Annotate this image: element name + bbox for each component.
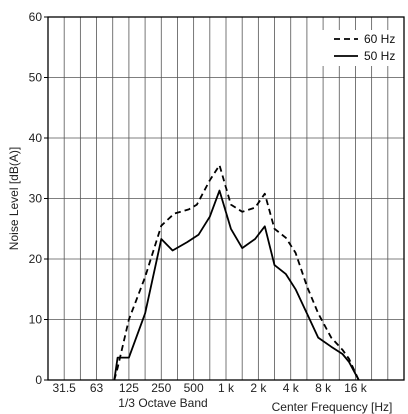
x-tick-label: 1 k [218, 381, 235, 395]
legend-background [318, 30, 400, 66]
y-tick-label: 30 [29, 192, 43, 206]
y-tick-label: 10 [29, 313, 43, 327]
x-tick-label: 2 k [250, 381, 267, 395]
tick-labels: 0 10 20 30 40 50 60 31.5 63 125 250 500 1 k 2 k 4 k 8 k… [29, 10, 368, 395]
x-axis-label-frequency: Center Frequency [Hz] [272, 400, 393, 414]
y-axis-label: Noise Level [dB(A)] [7, 147, 21, 250]
x-tick-label: 250 [151, 381, 171, 395]
x-tick-label: 125 [119, 381, 139, 395]
x-tick-label: 16 k [344, 381, 368, 395]
series-lines [113, 164, 360, 381]
y-tick-label: 0 [35, 373, 42, 387]
x-tick-label: 31.5 [53, 381, 77, 395]
grid-lines [48, 17, 404, 380]
x-axis-label-band: 1/3 Octave Band [118, 396, 207, 410]
x-tick-label: 4 k [283, 381, 300, 395]
series-line-60hz [113, 164, 360, 381]
legend-label-50hz: 50 Hz [364, 49, 395, 63]
y-tick-label: 20 [29, 252, 43, 266]
series-line-50hz [113, 189, 360, 381]
x-tick-label: 63 [90, 381, 104, 395]
y-tick-label: 40 [29, 131, 43, 145]
legend-label-60hz: 60 Hz [364, 32, 395, 46]
legend: 60 Hz 50 Hz [318, 30, 400, 66]
x-tick-label: 500 [184, 381, 204, 395]
y-tick-label: 60 [29, 10, 43, 24]
x-tick-label: 8 k [315, 381, 332, 395]
y-tick-label: 50 [29, 71, 43, 85]
